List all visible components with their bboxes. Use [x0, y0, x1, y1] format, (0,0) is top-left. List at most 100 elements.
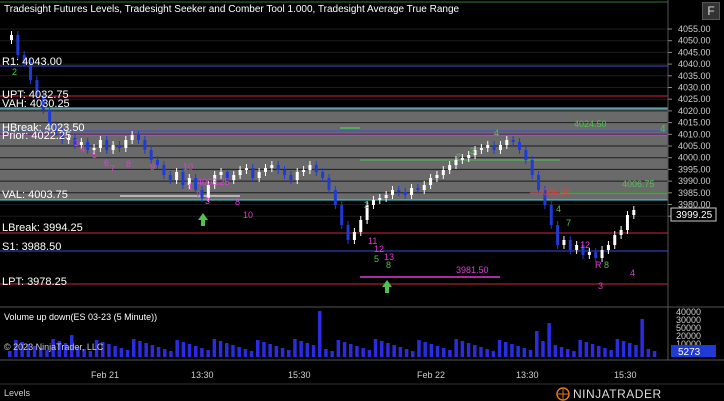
volume-bar — [311, 345, 316, 357]
volume-bar — [88, 351, 93, 357]
svg-text:5: 5 — [92, 150, 97, 160]
volume-bar — [280, 348, 285, 357]
levels-tab[interactable]: Levels — [4, 388, 31, 398]
volume-bar — [156, 347, 161, 357]
volume-bar — [497, 340, 502, 357]
volume-axis-label: 50000 — [676, 323, 701, 333]
volume-bar — [249, 351, 254, 357]
volume-bar — [553, 345, 558, 357]
candle-body — [156, 160, 160, 165]
candle-body — [264, 168, 267, 172]
volume-bar — [63, 343, 68, 357]
candle-body — [175, 172, 179, 180]
volume-bar — [442, 348, 446, 357]
volume-bar — [510, 344, 514, 357]
volume-bar — [460, 341, 465, 357]
candle-body — [473, 150, 477, 155]
candle-body — [467, 155, 471, 158]
volume-bar — [361, 348, 365, 357]
volume-bar — [398, 347, 403, 357]
volume-bar — [634, 345, 638, 357]
price-tag-5: 4006.75 — [622, 179, 655, 189]
candle-body — [511, 140, 515, 142]
volume-bar — [640, 319, 644, 357]
svg-text:10: 10 — [183, 162, 193, 172]
price-axis-label: 4045.00 — [678, 47, 711, 57]
volume-bar — [76, 347, 80, 357]
volume-bar — [318, 311, 322, 357]
volume-bar — [355, 346, 359, 357]
time-label-5: 15:30 — [614, 370, 637, 380]
r1-label: R1: 4043.00 — [2, 56, 62, 68]
svg-text:7: 7 — [566, 218, 571, 228]
volume-bar — [194, 346, 198, 357]
candle-body — [213, 175, 217, 185]
candle-body — [67, 138, 71, 140]
volume-bar — [45, 350, 49, 357]
candle-body — [549, 205, 553, 225]
volume-bar — [584, 342, 589, 357]
volume-bar — [101, 342, 105, 357]
candle-body — [219, 172, 223, 175]
price-axis-panel — [668, 0, 724, 360]
candle-body — [429, 178, 433, 185]
volume-bar — [94, 340, 99, 357]
candle-body — [346, 225, 350, 240]
volume-bar — [609, 350, 613, 357]
volume-bar — [504, 342, 508, 357]
volume-bar — [336, 340, 341, 357]
current-price: 3999.25 — [676, 210, 713, 221]
volume-bar — [225, 343, 229, 357]
volume-bar — [621, 341, 626, 357]
candle-body — [625, 215, 629, 230]
volume-bar — [473, 345, 477, 357]
svg-text:8: 8 — [604, 260, 609, 270]
candle-body — [359, 220, 363, 232]
price-axis-label: 4020.00 — [678, 106, 711, 116]
volume-bar — [479, 347, 483, 357]
volume-bar — [590, 344, 595, 357]
vah-label: VAH: 4030.25 — [2, 98, 70, 110]
candle-body — [181, 172, 185, 185]
volume-bar — [411, 351, 415, 357]
svg-text:2: 2 — [196, 190, 201, 200]
volume-bar — [448, 350, 452, 357]
candle-body — [556, 225, 560, 245]
volume-bar — [535, 331, 539, 357]
price-tag-3: 3981.50 — [456, 265, 489, 275]
volume-bar — [547, 323, 551, 357]
volume-bar — [423, 342, 427, 357]
candle-body — [238, 170, 242, 175]
volume-bar — [125, 350, 130, 357]
price-candles — [10, 31, 636, 262]
candle-body — [137, 135, 140, 140]
volume-bar — [119, 348, 124, 357]
lbreak-label: LBreak: 3994.25 — [2, 222, 83, 234]
format-button[interactable]: F — [702, 2, 720, 20]
volume-bar — [132, 339, 136, 357]
upt-label: UPT: 4032.75 — [2, 89, 69, 101]
volume-bar — [32, 346, 37, 357]
up-arrow-icon — [382, 280, 392, 293]
volume-bar — [404, 349, 409, 357]
candle-body — [73, 138, 77, 145]
candle-body — [352, 232, 356, 240]
svg-text:4: 4 — [630, 268, 635, 278]
candle-body — [340, 205, 344, 225]
candle-body — [397, 190, 401, 192]
time-label-2: 15:30 — [288, 370, 311, 380]
volume-bar — [603, 348, 607, 357]
price-axis-label: 4030.00 — [678, 83, 711, 93]
svg-text:4: 4 — [494, 128, 499, 138]
volume-bar — [8, 351, 12, 357]
candle-body — [378, 198, 382, 200]
candle-body — [333, 190, 337, 205]
svg-text:R: R — [595, 260, 602, 270]
volume-bar — [14, 340, 18, 357]
candle-body — [606, 245, 610, 250]
candle-body — [632, 210, 636, 215]
candle-body — [22, 55, 26, 62]
candle-body — [308, 165, 312, 170]
volume-bar — [305, 343, 310, 357]
